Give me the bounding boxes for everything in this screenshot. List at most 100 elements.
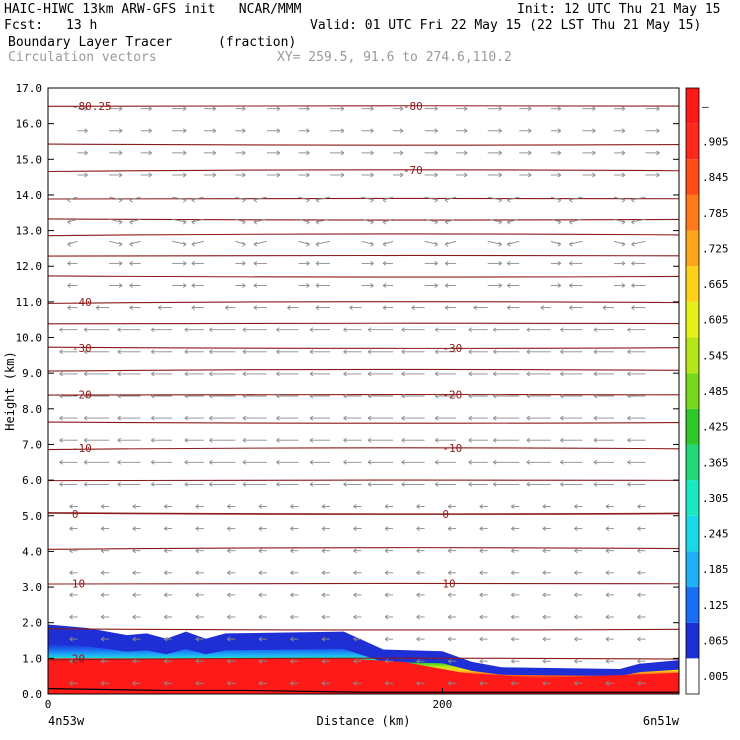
circulation-vector — [191, 261, 204, 266]
circulation-vector — [560, 371, 583, 377]
circulation-vector — [290, 570, 299, 576]
circulation-vector — [315, 305, 330, 310]
circulation-vector — [447, 592, 457, 598]
contour-label: -30 — [442, 342, 462, 355]
circulation-vector — [117, 415, 141, 421]
isotherm-line — [48, 628, 679, 631]
circulation-vector — [493, 482, 520, 487]
circulation-vector — [321, 680, 330, 686]
circulation-vector — [321, 592, 330, 598]
circulation-vector — [353, 526, 362, 531]
circulation-vector — [401, 415, 425, 421]
circulation-vector — [132, 570, 141, 576]
circulation-vector — [227, 548, 236, 554]
circulation-vector — [353, 614, 362, 620]
circulation-vector — [117, 437, 141, 443]
y-tick-label: 11.0 — [16, 296, 43, 309]
circulation-vector — [367, 371, 394, 377]
circulation-vector — [637, 548, 646, 554]
circulation-vector — [479, 570, 488, 576]
y-tick-label: 1.0 — [22, 652, 42, 665]
circulation-vector — [276, 415, 299, 421]
circulation-vector — [550, 106, 562, 112]
colorbar-swatch — [686, 123, 699, 160]
circulation-vector — [195, 636, 204, 642]
circulation-vector — [298, 261, 310, 266]
circulation-vector — [511, 592, 520, 598]
circulation-vector — [343, 482, 362, 487]
circulation-vector — [507, 218, 520, 225]
contour-label: 0 — [442, 508, 449, 521]
plot-background — [48, 88, 679, 694]
circulation-vector — [479, 658, 488, 664]
circulation-vector — [59, 327, 78, 333]
circulation-vector — [367, 437, 394, 443]
circulation-vector — [627, 393, 646, 399]
circulation-vector — [479, 592, 488, 598]
circulation-vector — [605, 636, 614, 642]
colorbar-label: .665 — [702, 278, 729, 291]
circulation-vector — [593, 371, 614, 377]
circulation-vector — [627, 327, 646, 333]
circulation-vector — [434, 482, 457, 487]
circulation-vector — [560, 437, 583, 443]
circulation-vector — [329, 172, 345, 178]
circulation-vector — [613, 172, 626, 178]
circulation-vector — [309, 482, 330, 487]
circulation-vector — [203, 172, 217, 178]
field-name: Boundary Layer Tracer — [8, 35, 173, 50]
circulation-vector — [150, 415, 173, 421]
circulation-vector — [309, 349, 330, 355]
circulation-vector — [100, 570, 110, 576]
circulation-vector — [163, 680, 173, 686]
contour-label: -20 — [72, 389, 92, 402]
circulation-vector — [507, 283, 520, 288]
circulation-vector — [69, 504, 78, 509]
circulation-vector — [613, 261, 626, 266]
circulation-vector — [401, 482, 425, 487]
circulation-vector — [150, 459, 173, 465]
circulation-vector — [276, 482, 299, 487]
circulation-vector — [493, 437, 520, 443]
colorbar-frame — [685, 87, 700, 695]
circulation-vector — [542, 548, 551, 554]
circulation-vector — [343, 437, 362, 443]
circulation-vector — [574, 636, 583, 642]
circulation-vector — [258, 526, 267, 531]
circulation-vector — [593, 482, 614, 487]
circulation-vector — [172, 106, 187, 112]
circulation-vector — [235, 240, 246, 247]
colorbar-swatch — [686, 587, 699, 623]
circulation-vector — [447, 614, 457, 620]
circulation-vector — [290, 614, 299, 620]
circulation-vector — [353, 592, 362, 598]
circulation-vector — [109, 283, 123, 288]
circulation-vector — [242, 482, 267, 487]
circulation-vector — [645, 150, 660, 156]
circulation-vector — [184, 393, 204, 399]
circulation-vector — [605, 680, 614, 686]
x-tick-label: 0 — [45, 698, 52, 711]
circulation-vector — [424, 172, 438, 178]
circulation-vector — [447, 658, 457, 664]
circulation-vector — [550, 240, 562, 247]
circulation-vector — [109, 106, 123, 112]
circulation-vector — [384, 658, 394, 664]
contour-label: -80.25 — [72, 100, 112, 113]
circulation-vector — [613, 218, 626, 225]
circulation-vector — [593, 415, 614, 421]
circulation-vector — [109, 218, 123, 225]
circulation-vector — [242, 371, 267, 377]
circulation-vector — [321, 570, 330, 576]
circulation-vector — [434, 327, 457, 333]
circulation-vector — [184, 415, 204, 421]
circulation-vector — [321, 548, 330, 554]
isotherm-line — [48, 582, 679, 585]
circulation-vector — [129, 305, 141, 310]
circulation-vector — [637, 504, 646, 509]
circulation-vector — [59, 482, 78, 487]
circulation-vector — [487, 128, 502, 134]
circulation-vector — [132, 526, 141, 531]
circulation-vector — [361, 196, 374, 203]
circulation-vector — [627, 371, 646, 377]
